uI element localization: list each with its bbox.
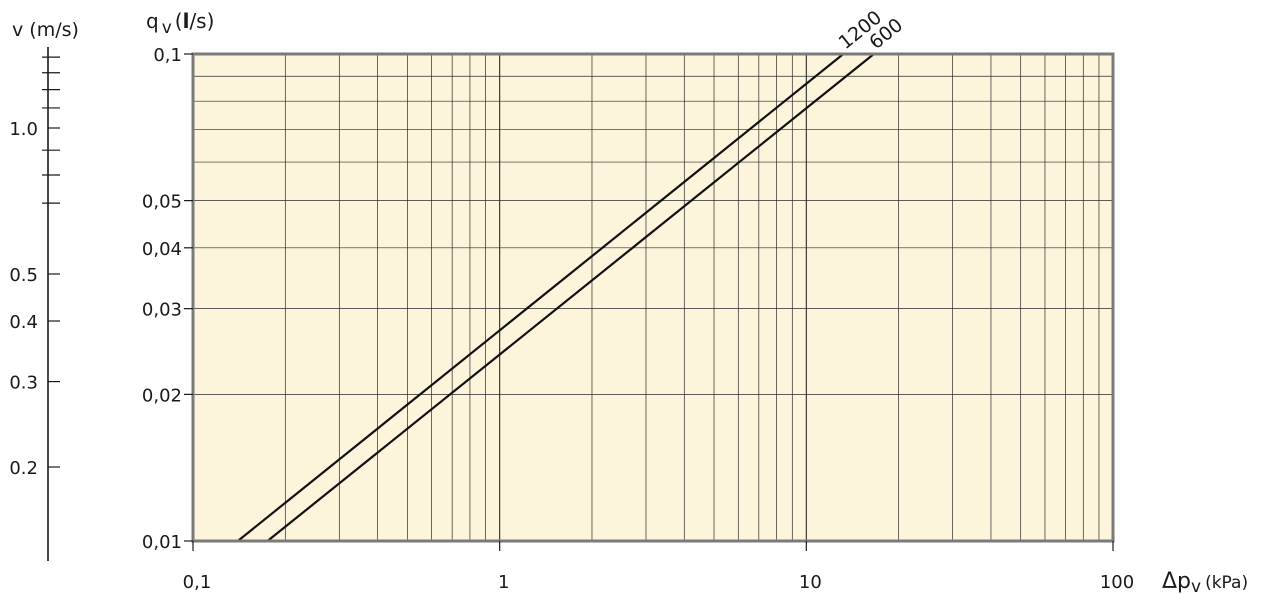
x-tick-label: 10 — [799, 572, 822, 593]
y-tick-label: 0,02 — [142, 385, 182, 406]
y-tick-label: 0,05 — [142, 192, 182, 213]
y-tick-label: 0,04 — [142, 239, 182, 260]
x-tick-label: 0,1 — [183, 572, 212, 593]
x-tick-label: 100 — [1100, 572, 1134, 593]
velocity-axis: 1.0 0.5 0.4 0.3 0.2 — [9, 47, 60, 561]
y-axis-ticks: 0,01 0,02 0,03 0,04 0,05 0,1 — [142, 45, 193, 553]
plot-frame — [191, 52, 1115, 543]
velocity-tick-label: 0.4 — [9, 312, 38, 333]
velocity-tick-label: 0.5 — [9, 265, 38, 286]
y-tick-label: 0,03 — [142, 300, 182, 321]
x-tick-label: 1 — [498, 572, 509, 593]
velocity-tick-label: 0.3 — [9, 373, 38, 394]
axis-labels: v (m/s) q v (l/s) Δpv (kPa) — [12, 9, 1248, 594]
x-axis-title: Δpv (kPa) — [1162, 569, 1248, 594]
x-axis-ticks: 0,1 1 10 100 — [183, 541, 1134, 593]
y-tick-label: 0,01 — [142, 532, 182, 553]
y-tick-label: 0,1 — [153, 45, 182, 66]
series-line-1200 — [237, 53, 844, 542]
velocity-axis-title: v (m/s) — [12, 19, 79, 41]
y-axis-title: q v (l/s) — [146, 9, 214, 38]
velocity-tick-label: 0.2 — [9, 458, 38, 479]
velocity-tick-label: 1.0 — [9, 119, 38, 140]
plot-background — [193, 54, 1113, 541]
grid-lines — [193, 54, 1113, 541]
series-line-600 — [266, 53, 875, 542]
